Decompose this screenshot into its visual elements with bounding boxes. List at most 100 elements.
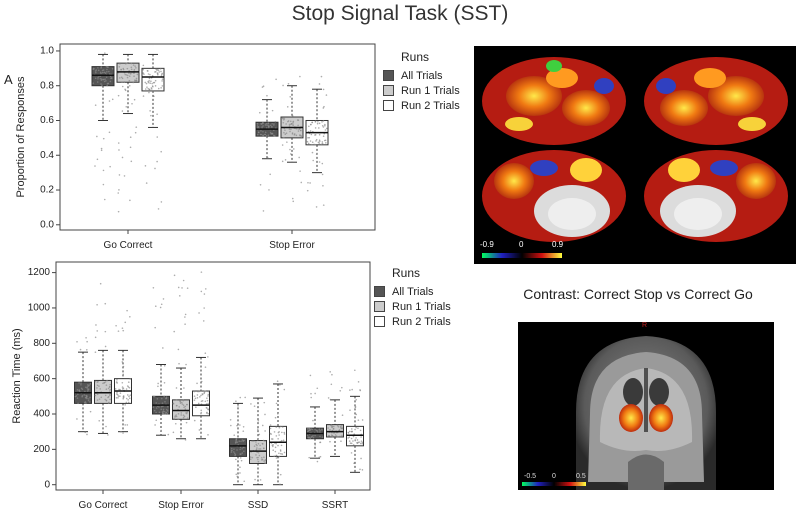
y-axis-label: Reaction Time (ms) [11, 328, 23, 423]
jitter-point [166, 405, 169, 408]
jitter-point [178, 295, 181, 297]
plot-frame [55, 261, 371, 491]
jitter-point [258, 433, 261, 436]
jitter-point [122, 396, 125, 399]
jitter-point [256, 439, 259, 441]
jitter-point [142, 72, 145, 74]
jitter-point [157, 382, 159, 385]
jitter-point [322, 107, 325, 109]
jitter-point [314, 428, 316, 431]
jitter-point [85, 336, 87, 339]
jitter-point [207, 412, 209, 415]
jitter-point [319, 441, 322, 444]
jitter-point [315, 138, 318, 141]
jitter-point [135, 77, 138, 80]
jitter-point [131, 102, 133, 105]
jitter-point [158, 406, 160, 408]
jitter-point [251, 456, 254, 459]
jitter-point [153, 409, 156, 412]
jitter-point [126, 309, 128, 312]
jitter-point [235, 400, 237, 403]
jitter-point [270, 438, 273, 440]
jitter-point [207, 356, 209, 358]
jitter-point [316, 122, 319, 125]
jitter-point [311, 435, 313, 438]
jitter-point [164, 400, 166, 403]
box-2-1 [192, 271, 210, 440]
jitter-point [81, 394, 84, 397]
jitter-point [269, 424, 272, 426]
jitter-point [124, 404, 126, 406]
contrast-title: Contrast: Correct Stop vs Correct Go [523, 286, 753, 302]
jitter-point [177, 286, 180, 289]
jitter-point [236, 449, 238, 451]
jitter-point [107, 82, 110, 85]
jitter-point [311, 151, 314, 154]
jitter-point [182, 399, 185, 402]
jitter-point [259, 479, 262, 481]
jitter-point [102, 169, 105, 172]
jitter-point [348, 436, 351, 438]
box-0-1 [152, 287, 170, 436]
jitter-point [177, 413, 180, 415]
jitter-point [306, 434, 309, 437]
jitter-point [182, 404, 185, 406]
jitter-point [308, 436, 311, 439]
jitter-point [174, 415, 177, 417]
y-tick-label: 0.0 [40, 219, 54, 230]
jitter-point [325, 127, 328, 130]
jitter-point [259, 183, 262, 186]
jitter-point [292, 200, 295, 203]
jitter-point [200, 271, 203, 273]
y-tick-label: 600 [33, 373, 50, 384]
jitter-point [292, 123, 294, 125]
jitter-point [89, 396, 91, 399]
jitter-point [200, 409, 203, 412]
jitter-point [87, 398, 90, 400]
jitter-point [257, 451, 260, 454]
jitter-point [152, 81, 155, 84]
jitter-point [133, 75, 135, 78]
jitter-point [329, 398, 332, 401]
jitter-point [318, 428, 321, 431]
jitter-point [156, 397, 159, 400]
jitter-point [204, 366, 207, 368]
jitter-point [152, 89, 154, 92]
jitter-point [240, 459, 243, 462]
jitter-point [253, 440, 255, 442]
jitter-point [134, 65, 136, 67]
jitter-point [269, 124, 272, 127]
jitter-point [204, 390, 207, 392]
jitter-point [200, 380, 203, 383]
jitter-point [264, 462, 267, 464]
jitter-point [257, 428, 259, 431]
jitter-point [156, 69, 158, 71]
jitter-point [257, 419, 260, 422]
jitter-point [93, 67, 95, 70]
jitter-point [279, 384, 281, 386]
jitter-point [264, 124, 267, 126]
jitter-point [109, 388, 112, 391]
jitter-point [314, 134, 316, 136]
jitter-point [128, 75, 131, 77]
box-2-2 [269, 380, 287, 486]
jitter-point [262, 85, 265, 88]
jitter-point [111, 67, 114, 70]
jitter-point [97, 67, 99, 69]
jitter-point [239, 466, 241, 468]
jitter-point [115, 397, 118, 399]
jitter-point [274, 450, 277, 453]
jitter-point [283, 451, 286, 454]
jitter-point [96, 393, 99, 396]
jitter-point [175, 399, 178, 401]
jitter-point [310, 123, 312, 126]
jitter-point [290, 122, 293, 125]
jitter-point [109, 75, 112, 78]
jitter-point [165, 397, 167, 400]
jitter-point [308, 427, 310, 430]
jitter-point [127, 381, 130, 383]
jitter-point [336, 436, 339, 438]
jitter-point [200, 411, 203, 414]
jitter-point [278, 452, 280, 455]
jitter-point [128, 397, 131, 400]
